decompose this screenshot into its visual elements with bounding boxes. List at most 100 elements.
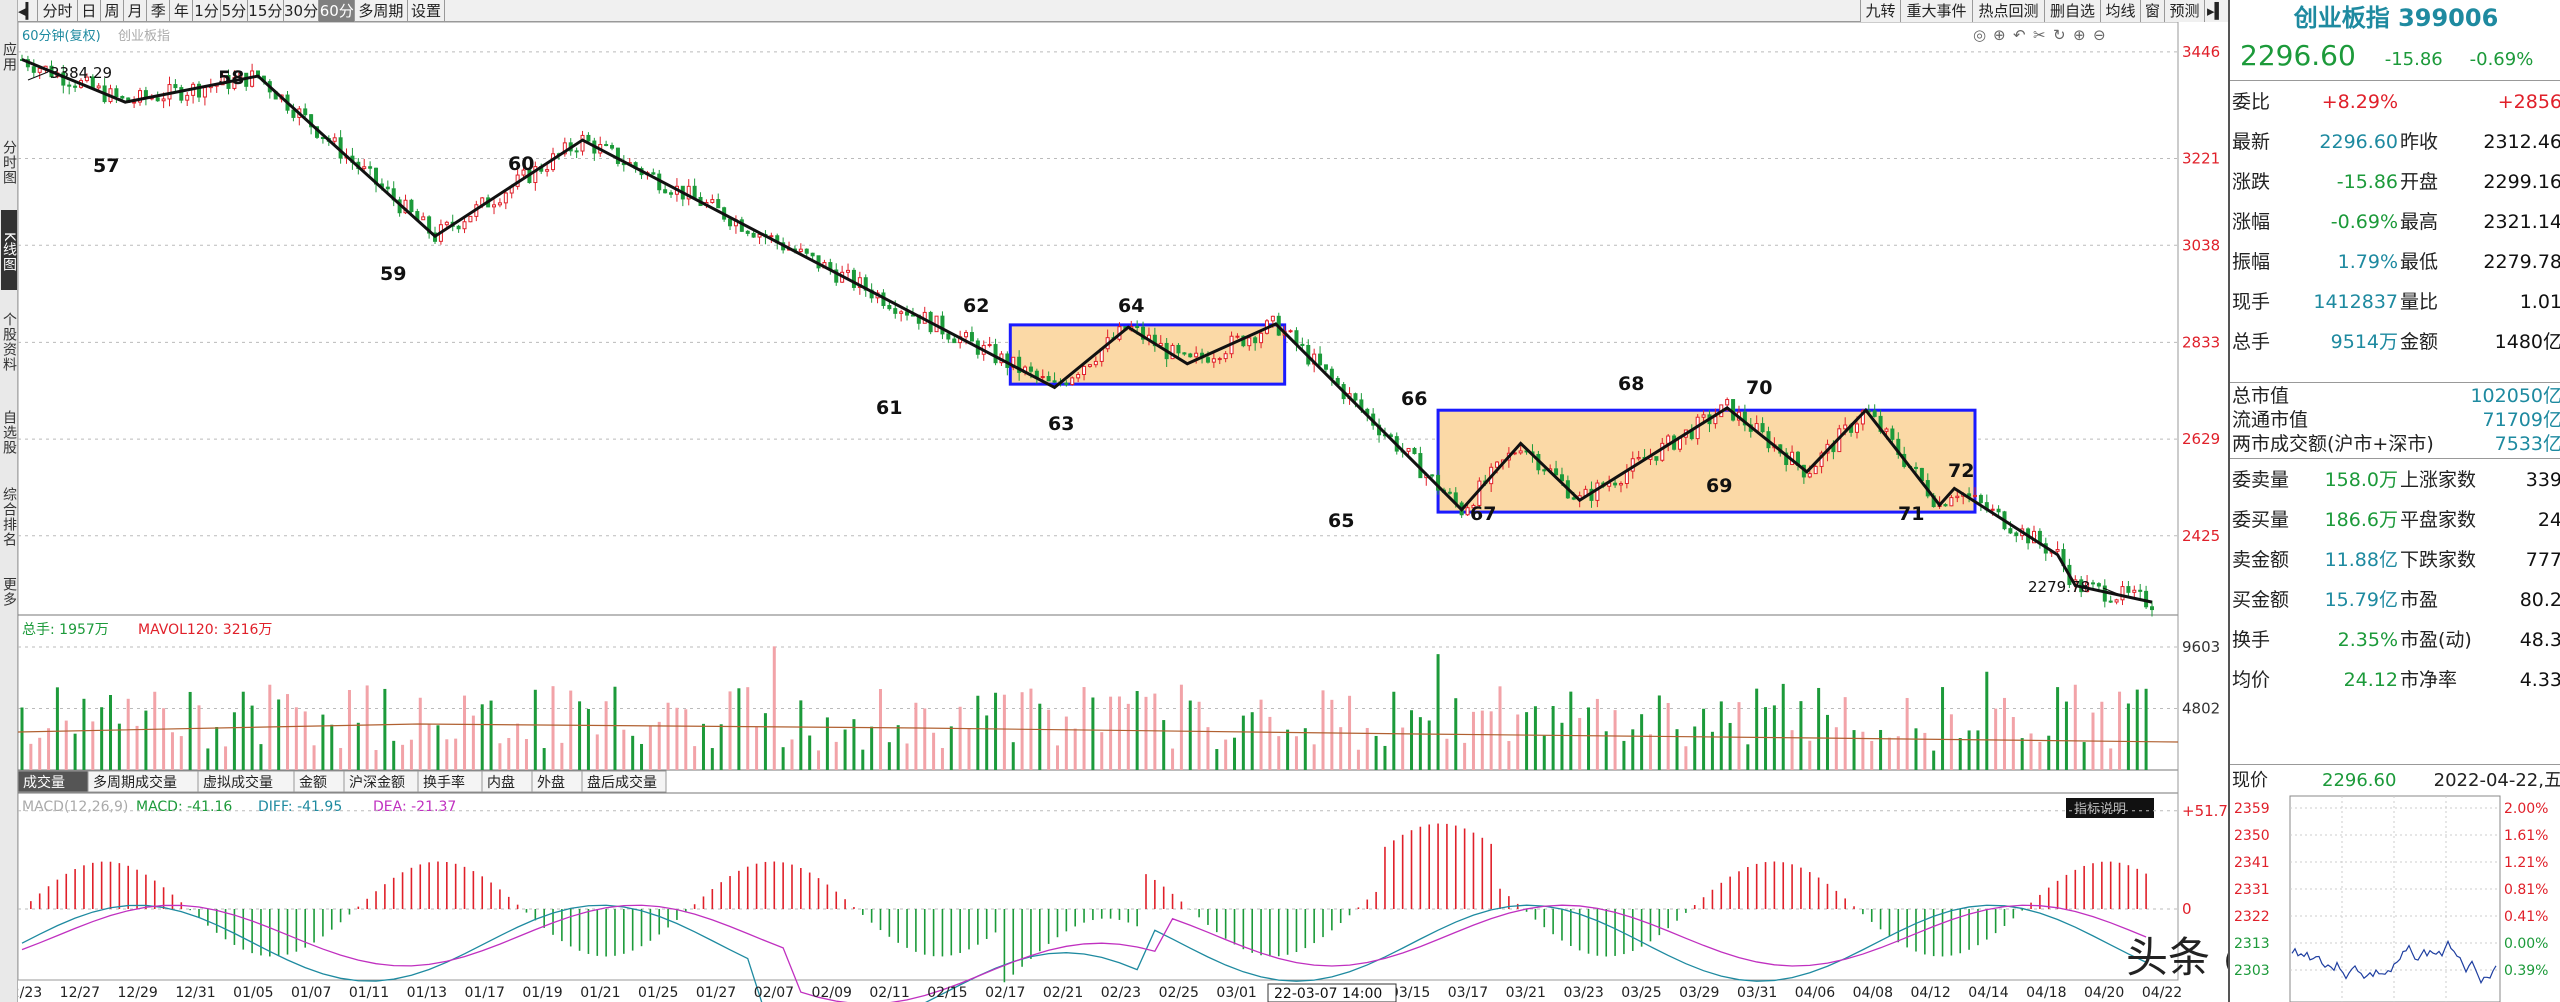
- volume-bar: [1392, 691, 1396, 770]
- left-tab-5[interactable]: 综合排名: [1, 487, 17, 547]
- left-tab-0[interactable]: 应用: [1, 42, 17, 72]
- chart-tool-icon-1[interactable]: ⊕: [1993, 26, 2006, 44]
- volume-bar: [1401, 727, 1405, 770]
- volume-bar: [693, 746, 697, 770]
- chart-tool-icon-4[interactable]: ↻: [2053, 26, 2066, 44]
- indicator-tab-label-1[interactable]: 多周期成交量: [93, 774, 177, 791]
- indicator-tab-label-3[interactable]: 金额: [299, 775, 327, 791]
- macd-bar: [968, 909, 970, 950]
- indicator-tab-label-5[interactable]: 换手率: [423, 774, 465, 791]
- indicator-tab-8[interactable]: [581, 770, 667, 793]
- wave-label-65: 65: [1328, 510, 1354, 532]
- date-label: 04/20: [2084, 985, 2124, 1001]
- wave-line: [21, 58, 2153, 604]
- indicator-tab-label-8[interactable]: 盘后成交量: [587, 774, 657, 791]
- quote-row-1: 最新 2296.60 昨收 2312.46: [2230, 122, 2560, 162]
- macd-bar: [1357, 907, 1360, 909]
- tool-button-5[interactable]: 窗: [2140, 0, 2164, 22]
- mini-right-label: 0.39%: [2504, 963, 2548, 979]
- tool-button-0[interactable]: 九转: [1860, 0, 1900, 22]
- macd-bar: [1074, 909, 1076, 927]
- indicator-tab-label-7[interactable]: 外盘: [537, 774, 565, 791]
- period-button-12[interactable]: 设置: [408, 0, 446, 22]
- mini-intraday-chart[interactable]: 2359 2.00% 2350 1.61% 2341 1.21% 2331 0.81% 2322…: [2230, 756, 2560, 1002]
- left-tab-6[interactable]: 更多: [1, 577, 17, 607]
- macd-value: MACD: -41.16: [136, 799, 232, 815]
- macd-bar: [1419, 826, 1422, 909]
- period-button-5[interactable]: 年: [170, 0, 194, 22]
- macd-bar: [2012, 909, 2015, 919]
- chart-tool-icon-3[interactable]: ✂: [2033, 26, 2046, 44]
- indicator-tab-label-2[interactable]: 虚拟成交量: [203, 774, 273, 791]
- macd-bar: [30, 901, 32, 909]
- candle: [834, 269, 839, 283]
- period-button-2[interactable]: 周: [101, 0, 125, 22]
- volume-bar: [1516, 714, 1520, 770]
- period-button-4[interactable]: 季: [147, 0, 171, 22]
- macd-bar: [215, 909, 218, 933]
- collapse-left-icon[interactable]: ◂▎: [18, 0, 38, 22]
- volume-bar: [1702, 708, 1706, 770]
- kline-chart-area[interactable]: 3446 3221 3038 2833 2629 2425 57 58 59 60 61 62 63 64…: [18, 22, 2228, 1002]
- left-tab-3[interactable]: 个股资料: [1, 312, 17, 372]
- volume-bar: [1693, 726, 1697, 770]
- tool-button-6[interactable]: 预测: [2164, 0, 2204, 22]
- left-tab-1[interactable]: 分时图: [1, 139, 17, 185]
- tool-button-4[interactable]: 均线: [2100, 0, 2140, 22]
- wave-label-71: 71: [1898, 503, 1924, 525]
- period-button-3[interactable]: 月: [124, 0, 148, 22]
- left-tab-2[interactable]: K线图: [1, 210, 17, 290]
- macd-bar: [870, 909, 873, 923]
- chart-tool-icon-0[interactable]: ◎: [1973, 26, 1986, 44]
- macd-bar: [277, 909, 280, 957]
- macd-bar: [472, 871, 475, 909]
- period-button-7[interactable]: 5分: [221, 0, 248, 22]
- period-button-10[interactable]: 60分: [319, 0, 356, 22]
- candle: [132, 101, 137, 104]
- macd-dea: DEA: -21.37: [373, 799, 456, 815]
- macd-bar: [561, 909, 563, 942]
- tool-button-2[interactable]: 热点回测: [1972, 0, 2044, 22]
- volume-bar: [1958, 738, 1962, 770]
- macd-help-label[interactable]: 指标说明: [2074, 802, 2126, 817]
- tool-button-3[interactable]: 删自选: [2044, 0, 2100, 22]
- candle: [120, 96, 125, 99]
- indicator-tab-label-6[interactable]: 内盘: [487, 774, 515, 791]
- macd-bar: [463, 866, 466, 909]
- quote2-row-3: 买金额 15.79亿 市盈 80.2: [2230, 580, 2560, 620]
- macd-bar: [764, 861, 767, 909]
- macd-bar: [897, 909, 899, 943]
- chart-tool-icon-6[interactable]: ⊖: [2093, 26, 2106, 44]
- macd-bar: [322, 909, 324, 937]
- chart-tool-icon-2[interactable]: ↶: [2013, 26, 2026, 44]
- macd-bar: [1375, 891, 1377, 909]
- date-label: 01/19: [522, 985, 562, 1001]
- macd-bar: [304, 909, 307, 948]
- period-button-9[interactable]: 30分: [283, 0, 320, 22]
- indicator-tab-label-4[interactable]: 沪深金额: [349, 775, 405, 791]
- candle: [2138, 589, 2143, 592]
- volume-bar: [2126, 703, 2130, 770]
- candle: [952, 338, 957, 344]
- macd-help-button[interactable]: [2066, 798, 2154, 818]
- period-button-1[interactable]: 日: [78, 0, 101, 22]
- high-mark-label: 3384.29: [50, 64, 112, 82]
- volume-bar: [825, 717, 829, 770]
- tool-button-1[interactable]: 重大事件: [1900, 0, 1972, 22]
- volume-bar: [1312, 744, 1316, 770]
- mini-left-label: 2313: [2234, 936, 2270, 952]
- period-button-6[interactable]: 1分: [194, 0, 221, 22]
- collapse-right-icon[interactable]: ▸▍: [2204, 0, 2228, 22]
- price-axis-label: 3221: [2182, 150, 2220, 168]
- candle: [1654, 456, 1659, 461]
- indicator-tab-label-0[interactable]: 成交量: [23, 774, 65, 791]
- period-button-8[interactable]: 15分: [248, 0, 284, 22]
- volume-bar: [578, 701, 582, 770]
- period-button-11[interactable]: 多周期: [355, 0, 408, 22]
- chart-tool-icon-5[interactable]: ⊕: [2073, 26, 2086, 44]
- macd-bar: [977, 909, 979, 945]
- left-tab-4[interactable]: 自选股: [1, 409, 17, 455]
- volume-bar: [737, 688, 741, 770]
- volume-bar: [516, 723, 520, 770]
- period-button-0[interactable]: 分时: [38, 0, 78, 22]
